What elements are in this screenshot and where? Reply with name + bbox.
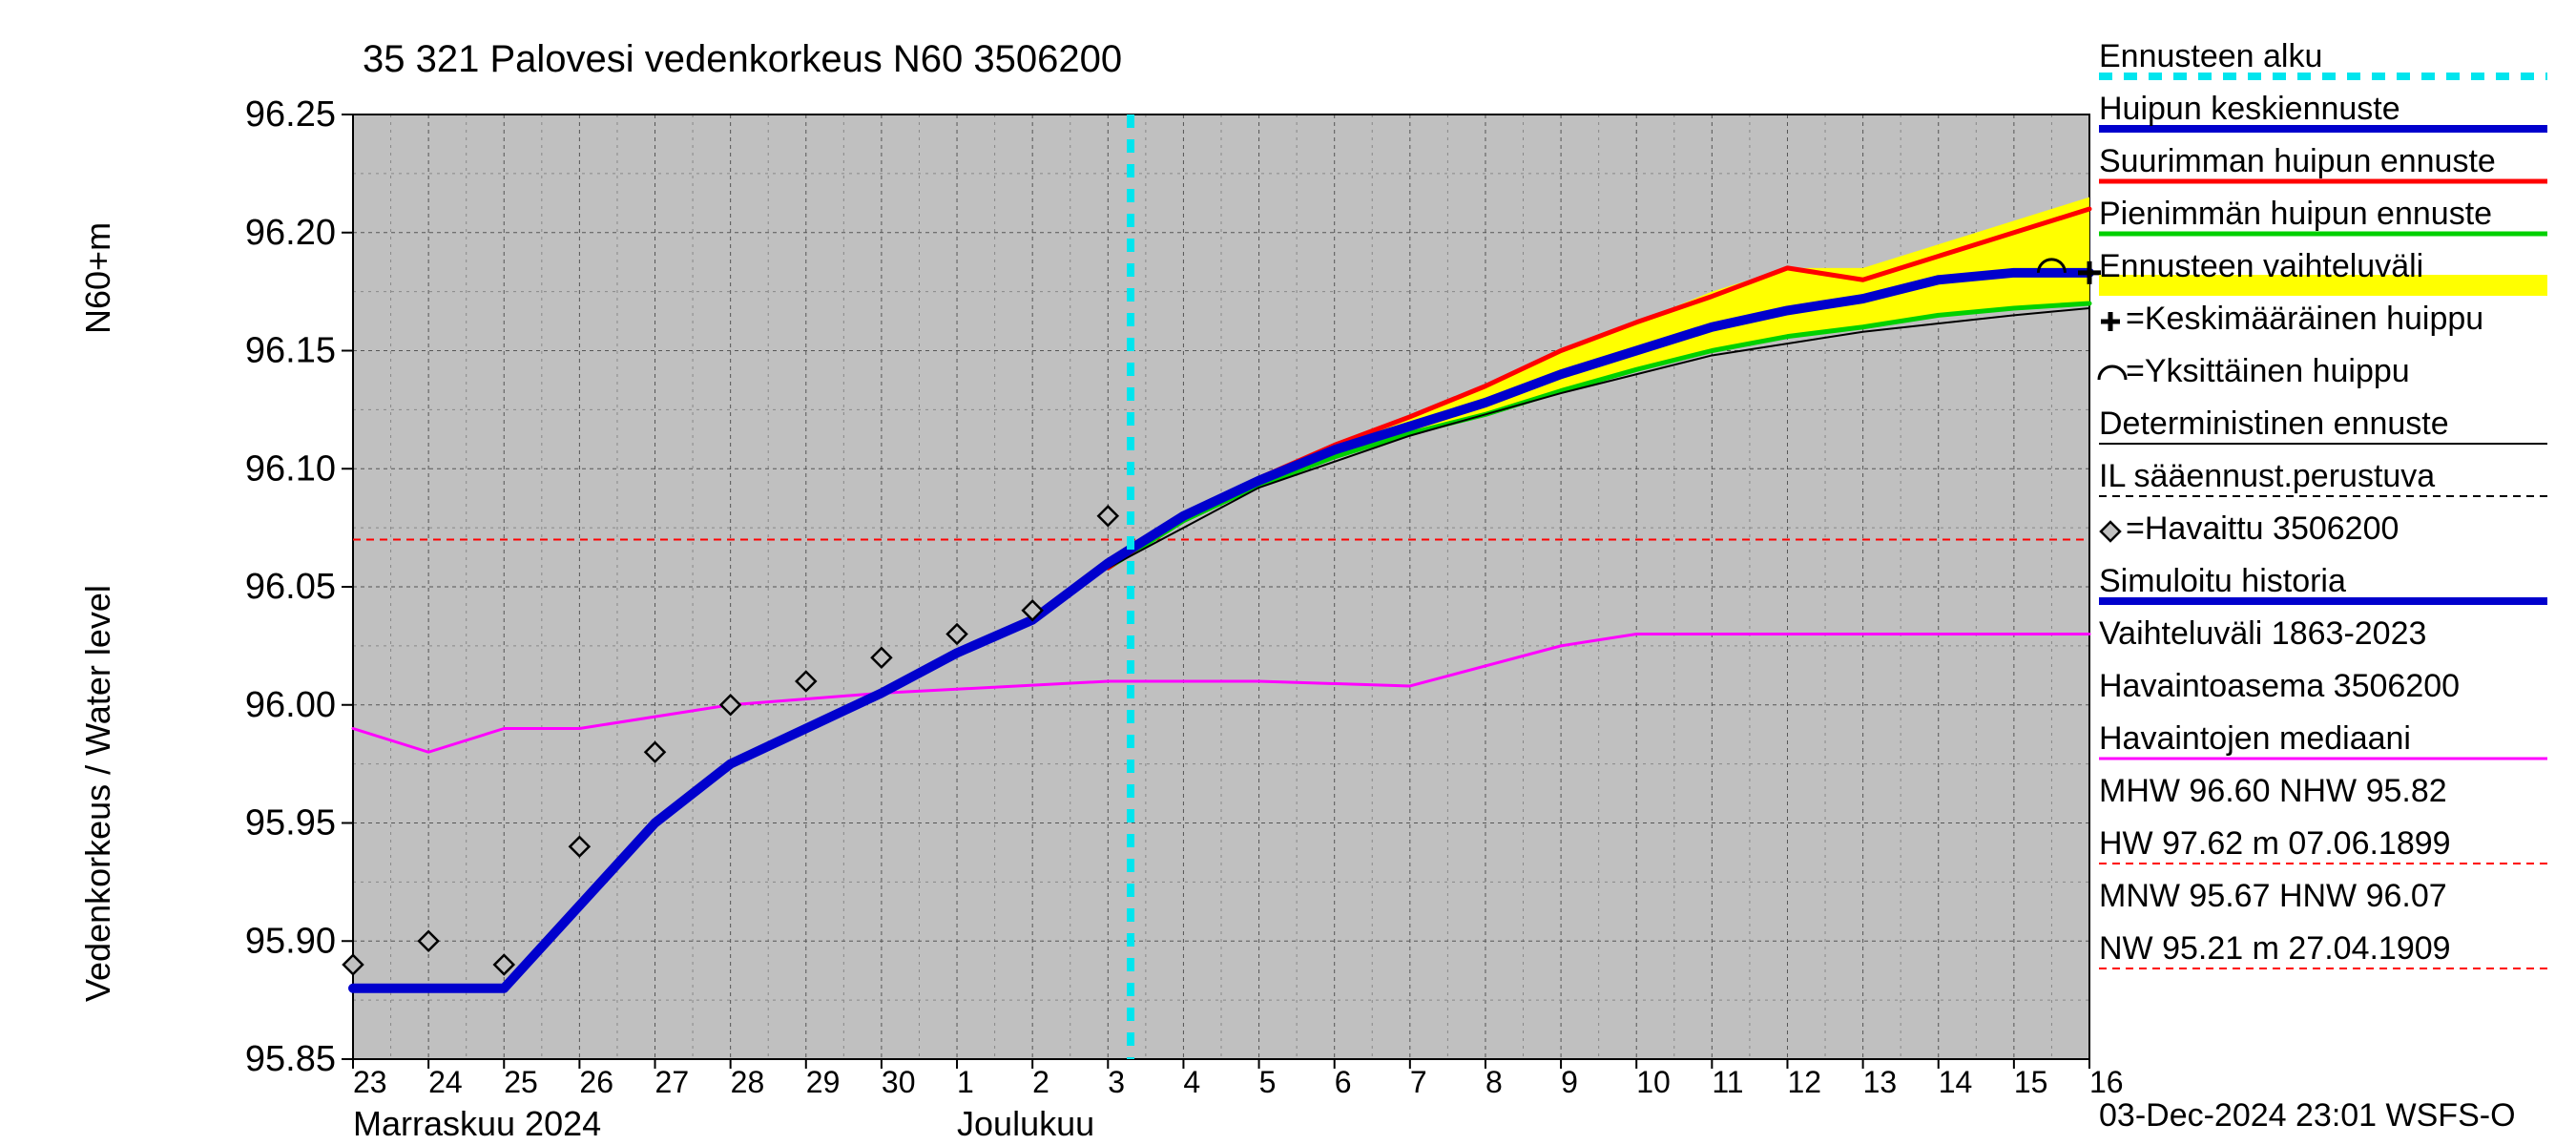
ylabel-1: Vedenkorkeus / Water level — [78, 585, 117, 1002]
xtick-label: 12 — [1787, 1065, 1821, 1099]
xtick-label: 13 — [1863, 1065, 1898, 1099]
xtick-label: 23 — [353, 1065, 387, 1099]
legend-label: Simuloitu historia — [2099, 563, 2346, 599]
xtick-label: 6 — [1335, 1065, 1352, 1099]
ylabel-2: N60+m — [78, 222, 117, 334]
legend-label: =Havaittu 3506200 — [2126, 510, 2399, 547]
chart-svg: 95.85 95.90 95.95 96.00 96.05 96.10 96.15 96.20… — [0, 0, 2576, 1145]
xtick-label: 25 — [504, 1065, 538, 1099]
legend-label: Ennusteen vaihteluväli — [2099, 248, 2423, 284]
chart-container: 95.85 95.90 95.95 96.00 96.05 96.10 96.15 96.20… — [0, 0, 2576, 1145]
xtick-label: 9 — [1561, 1065, 1578, 1099]
xtick-label: 28 — [731, 1065, 765, 1099]
legend-label: Vaihteluväli 1863-2023 — [2099, 615, 2426, 652]
ytick-label: 95.95 — [245, 803, 336, 843]
legend-label: NW 95.21 m 27.04.1909 — [2099, 930, 2451, 967]
legend-label: MHW 96.60 NHW 95.82 — [2099, 773, 2447, 809]
xtick-label: 7 — [1410, 1065, 1427, 1099]
legend-label: MNW 95.67 HNW 96.07 — [2099, 878, 2447, 914]
legend-label: Ennusteen alku — [2099, 38, 2322, 74]
legend-label: =Keskimääräinen huippu — [2126, 301, 2483, 337]
xtick-label: 3 — [1108, 1065, 1125, 1099]
chart-title: 35 321 Palovesi vedenkorkeus N60 3506200 — [363, 38, 1122, 80]
xtick-label: 26 — [579, 1065, 613, 1099]
xtick-label: 11 — [1712, 1065, 1743, 1099]
legend-label: Huipun keskiennuste — [2099, 91, 2400, 127]
ytick-label: 95.85 — [245, 1039, 336, 1079]
xtick-label: 27 — [655, 1065, 690, 1099]
legend-label: Havaintoasema 3506200 — [2099, 668, 2460, 704]
ytick-label: 96.25 — [245, 94, 336, 135]
xtick-label: 8 — [1485, 1065, 1503, 1099]
xtick-label: 30 — [882, 1065, 916, 1099]
ytick-label: 95.90 — [245, 921, 336, 961]
month-nov-fi: Marraskuu 2024 — [353, 1104, 601, 1143]
xtick-label: 1 — [957, 1065, 974, 1099]
ytick-label: 96.05 — [245, 567, 336, 607]
ytick-label: 96.15 — [245, 331, 336, 371]
legend-label: IL sääennust.perustuva — [2099, 458, 2435, 494]
ytick-label: 96.20 — [245, 213, 336, 253]
xtick-label: 15 — [2014, 1065, 2048, 1099]
ytick-label: 96.00 — [245, 685, 336, 725]
legend-label: Pienimmän huipun ennuste — [2099, 196, 2492, 232]
xtick-label: 2 — [1032, 1065, 1049, 1099]
xtick-label: 5 — [1259, 1065, 1277, 1099]
xtick-label: 16 — [2089, 1065, 2124, 1099]
legend-label: Suurimman huipun ennuste — [2099, 143, 2496, 179]
ytick-label: 96.10 — [245, 448, 336, 489]
legend-label: =Yksittäinen huippu — [2126, 353, 2410, 389]
footer-text: 03-Dec-2024 23:01 WSFS-O — [2099, 1097, 2516, 1134]
xtick-label: 29 — [806, 1065, 841, 1099]
xtick-label: 4 — [1183, 1065, 1200, 1099]
legend-label: Havaintojen mediaani — [2099, 720, 2411, 757]
xtick-label: 10 — [1636, 1065, 1671, 1099]
xtick-label: 24 — [428, 1065, 463, 1099]
month-dec-fi: Joulukuu — [957, 1104, 1094, 1143]
xtick-label: 14 — [1939, 1065, 1973, 1099]
legend-label: HW 97.62 m 07.06.1899 — [2099, 825, 2451, 862]
legend-label: Deterministinen ennuste — [2099, 406, 2449, 442]
